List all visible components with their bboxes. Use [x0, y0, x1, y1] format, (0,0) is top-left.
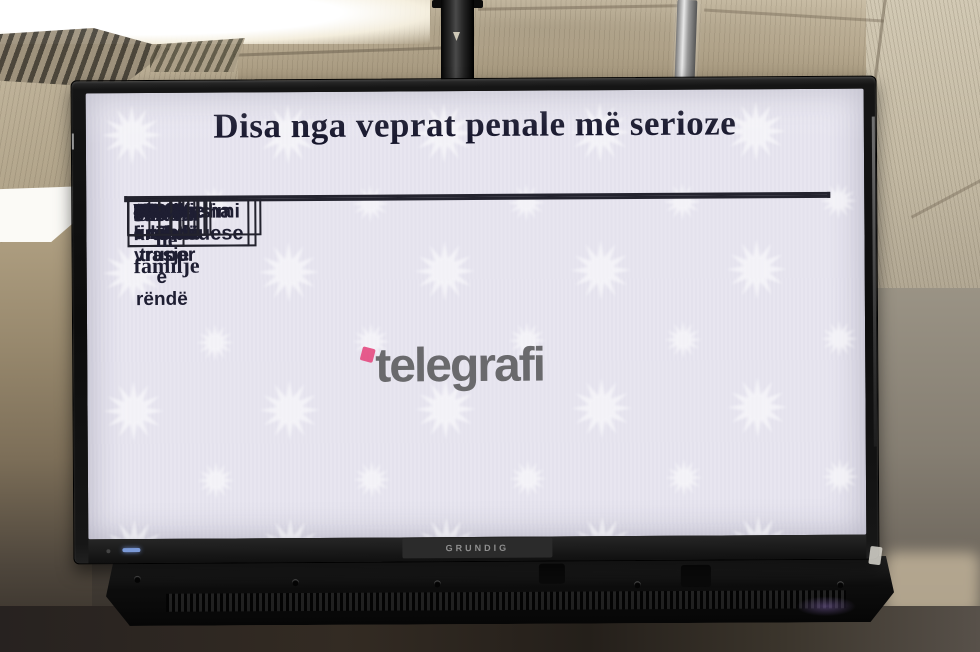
tv-back-panel [106, 556, 894, 626]
tv-vent-slits [166, 590, 846, 612]
mount-logo-dot [453, 32, 460, 41]
tv-frame: Disa nga veprat penale më serioze Periud… [70, 75, 883, 566]
bezel-reflection [71, 133, 74, 150]
ceiling-metal-strip [674, 0, 698, 81]
reflection-glint [796, 596, 856, 616]
protective-film-corner [868, 545, 883, 566]
background-blur-patch [884, 552, 980, 616]
screw-icon [434, 580, 441, 587]
tv-mount-pole [441, 0, 474, 84]
protective-film-glint [871, 116, 877, 447]
change-percent: 5.5% [127, 198, 189, 237]
screw-icon [634, 581, 641, 588]
screw-icon [292, 579, 299, 586]
power-led-icon [122, 548, 141, 553]
connector-pod [681, 565, 711, 587]
slide-title: Disa nga veprat penale më serioze [213, 103, 737, 146]
slide-decorative-pattern [85, 88, 867, 540]
screw-icon [134, 576, 141, 583]
tv-bottom-bezel: GRUNDIG [88, 534, 867, 564]
tv-screen: Disa nga veprat penale më serioze Periud… [85, 88, 867, 540]
ir-sensor-icon [106, 549, 111, 554]
screw-icon [837, 581, 844, 588]
watermark-text: telegrafi [375, 338, 545, 393]
air-vent-icon [150, 38, 245, 72]
telegrafi-watermark: telegrafi [359, 338, 545, 393]
ceiling-right-section [866, 0, 980, 302]
connector-pod [539, 564, 565, 584]
watermark-accent-icon [359, 346, 376, 364]
